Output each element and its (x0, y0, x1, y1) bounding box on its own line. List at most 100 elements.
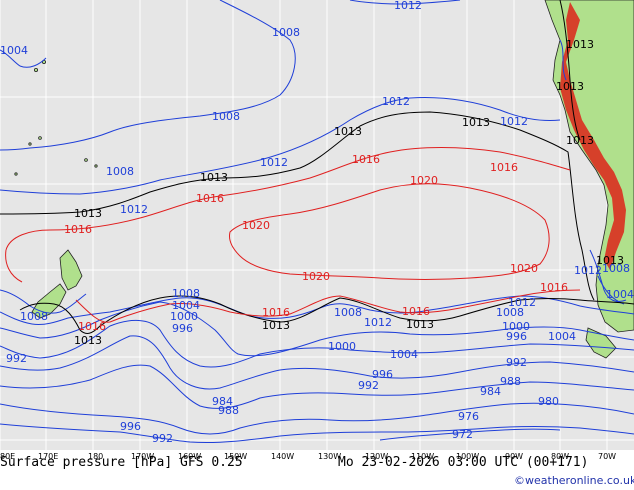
isobar-label: 992 (6, 352, 27, 365)
isobar-label: 1013 (596, 254, 624, 267)
graticule (0, 0, 634, 450)
site-credit: ©weatheronline.co.uk (514, 474, 634, 487)
longitude-label: 100W (456, 452, 479, 461)
isobar-label: 1013 (74, 207, 102, 220)
longitude-label: 120W (365, 452, 388, 461)
longitude-label: 170E (38, 452, 58, 461)
isobar-label: 1004 (606, 288, 634, 301)
isobar-label: 1012 (500, 115, 528, 128)
longitude-label: 180 (88, 452, 103, 461)
isobar-label: 1008 (20, 310, 48, 323)
isobar-label: 988 (500, 375, 521, 388)
isobar-label: 1012 (394, 0, 422, 12)
isobar-label: 984 (212, 395, 233, 408)
isobar-label: 1020 (242, 219, 270, 232)
isobar-label: 1008 (106, 165, 134, 178)
isobar-labels-1013: 1013 1013 1013 1013 1013 1013 1013 1013 … (74, 38, 624, 347)
andes-relief (560, 2, 626, 270)
longitude-label: 170W (131, 452, 154, 461)
isobar-label: 976 (458, 410, 479, 423)
isobar-label: 1004 (548, 330, 576, 343)
isobar-label: 1012 (574, 264, 602, 277)
isobar-label: 1013 (406, 318, 434, 331)
isobar-label: 1012 (260, 156, 288, 169)
isobar-label: 1012 (508, 296, 536, 309)
isobar-label: 996 (372, 368, 393, 381)
isobar-label: 1016 (196, 192, 224, 205)
isobar-label: 1008 (172, 287, 200, 300)
longitude-labels: 80E 170E 180 170W 160W 150W 140W 130W 12… (0, 452, 616, 461)
isobar-label: 1004 (0, 44, 28, 57)
isobar-label: 1012 (364, 316, 392, 329)
isobars-high (5, 147, 581, 323)
isobar-label: 996 (120, 420, 141, 433)
isobar-label: 996 (172, 322, 193, 335)
isobar-label: 1012 (120, 203, 148, 216)
island-3 (84, 158, 88, 162)
isobar-label: 992 (358, 379, 379, 392)
new-zealand-north-land (59, 249, 83, 291)
island-1 (38, 136, 42, 140)
longitude-label: 110W (411, 452, 434, 461)
longitude-label: 80W (551, 452, 569, 461)
isobar-label: 972 (452, 428, 473, 441)
isobar-label: 1008 (212, 110, 240, 123)
isobar-label: 992 (152, 432, 173, 445)
isobar-label: 1004 (172, 299, 200, 312)
isobar-label: 1013 (556, 80, 584, 93)
isobar-label: 1013 (334, 125, 362, 138)
isobar-label: 1020 (510, 262, 538, 275)
isobars-1013 (0, 0, 634, 334)
isobar-label: 996 (506, 330, 527, 343)
isobar-label: 1008 (334, 306, 362, 319)
longitude-label: 80E (0, 452, 15, 461)
isobar-label: 980 (538, 395, 559, 408)
isobar-label: 1008 (496, 306, 524, 319)
isobar-label: 992 (506, 356, 527, 369)
longitude-label: 150W (224, 452, 247, 461)
isobar-labels-low: 1012 1008 1004 1012 1012 1008 1008 1012 … (0, 0, 634, 445)
isobar-label: 1000 (502, 320, 530, 333)
longitude-label: 130W (318, 452, 341, 461)
new-zealand-south-land (31, 283, 67, 319)
isobar-label: 1013 (462, 116, 490, 129)
tierra-del-fuego-land (585, 327, 617, 359)
isobar-label: 1016 (540, 281, 568, 294)
island-7 (34, 68, 39, 73)
longitude-label: 90W (505, 452, 523, 461)
longitude-label: 160W (178, 452, 201, 461)
longitude-label: 140W (271, 452, 294, 461)
island-2 (28, 142, 32, 146)
isobar-label: 1004 (390, 348, 418, 361)
isobar-label: 1000 (170, 310, 198, 323)
isobar-label: 1016 (402, 305, 430, 318)
isobar-label: 1013 (566, 134, 594, 147)
footer-background (0, 450, 634, 490)
isobar-label: 1016 (64, 223, 92, 236)
isobar-label: 1016 (78, 320, 106, 333)
isobar-label: 1013 (200, 171, 228, 184)
isobar-label: 1020 (410, 174, 438, 187)
land-masses (14, 0, 634, 359)
island-5 (14, 172, 18, 176)
isobars-low (0, 0, 634, 444)
isobar-label: 1013 (262, 319, 290, 332)
longitude-label: 70W (598, 452, 616, 461)
isobar-labels-high: 1016 1016 1016 1016 1016 1016 1020 1020 … (64, 153, 568, 333)
isobar-label: 984 (480, 385, 501, 398)
isobar-label: 1008 (602, 262, 630, 275)
isobar-label: 1012 (382, 95, 410, 108)
isobar-label: 1016 (490, 161, 518, 174)
isobar-label: 1000 (328, 340, 356, 353)
isobar-label: 1016 (262, 306, 290, 319)
isobar-label: 1020 (302, 270, 330, 283)
isobar-label: 1008 (272, 26, 300, 39)
island-4 (94, 164, 98, 168)
product-title: Surface pressure [hPa] GFS 0.25 (0, 455, 243, 470)
isobar-label: 988 (218, 404, 239, 417)
valid-time: Mo 23-02-2026 03:00 UTC (00+171) (338, 455, 588, 470)
isobar-label: 1013 (74, 334, 102, 347)
isobar-label: 1016 (352, 153, 380, 166)
isobar-label: 1013 (566, 38, 594, 51)
